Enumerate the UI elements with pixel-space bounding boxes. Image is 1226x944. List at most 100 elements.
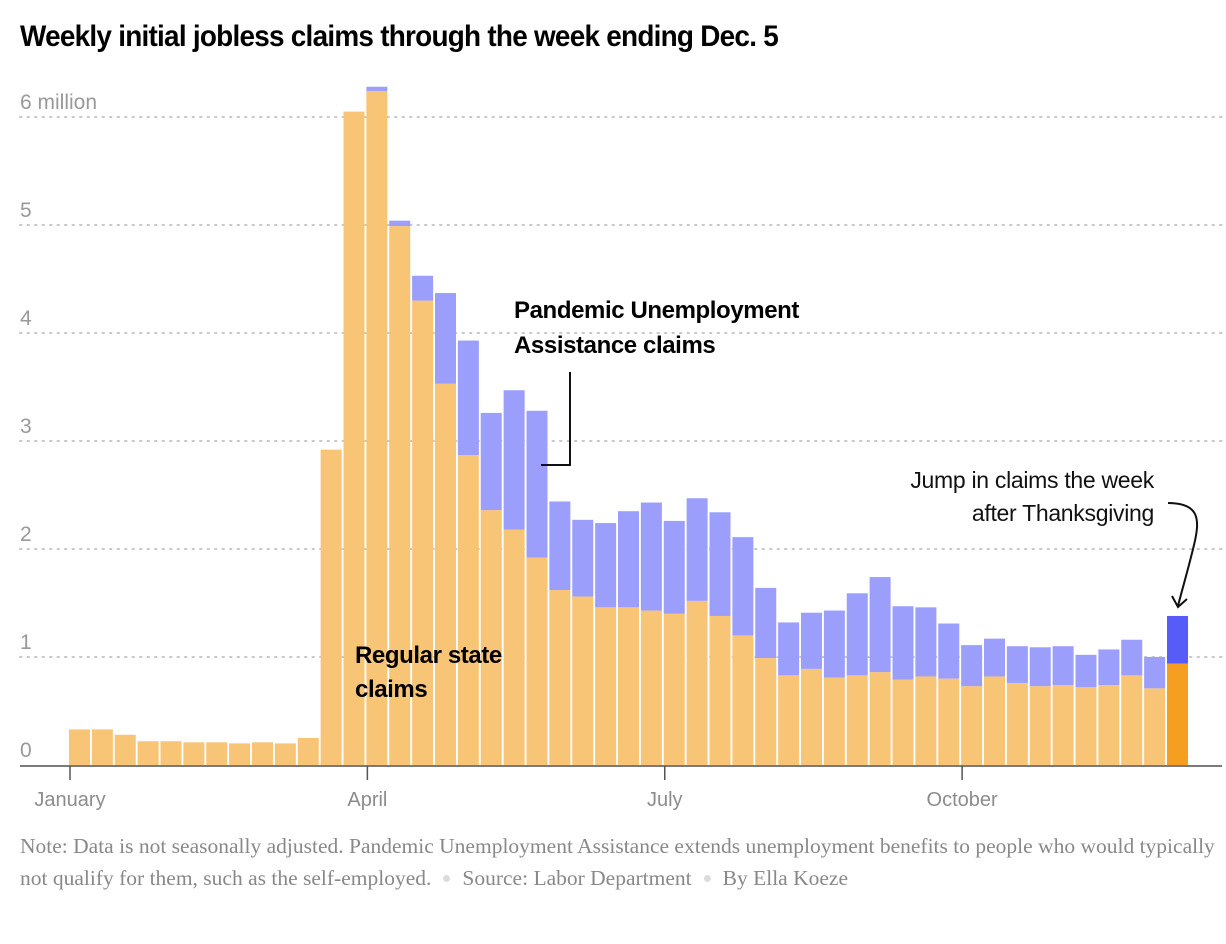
bar-pua-claims (526, 410, 548, 558)
bar-regular-claims (1052, 685, 1074, 765)
bar-regular-claims (846, 675, 868, 765)
y-tick-label: 4 (20, 307, 32, 330)
bar-pua-claims (366, 86, 388, 92)
bar-pua-claims (1098, 649, 1120, 686)
bar-regular-claims (1098, 685, 1120, 765)
bar-regular-claims (137, 741, 159, 765)
bar-group (343, 111, 365, 766)
y-tick-label: 6 million (20, 91, 97, 114)
bar-group (572, 519, 594, 765)
bar-group (91, 729, 113, 765)
bar-regular-claims (297, 738, 319, 765)
bar-group (915, 607, 937, 765)
bar-pua-claims (801, 612, 822, 669)
bar-group (69, 729, 90, 765)
bar-regular-claims (869, 672, 891, 765)
bar-regular-claims (618, 607, 639, 765)
bar-group (778, 622, 800, 765)
bar-pua-claims (755, 587, 777, 659)
separator-dot (443, 875, 451, 883)
y-tick-label: 0 (20, 739, 32, 762)
bar-group (961, 645, 983, 765)
bar-pua-claims (846, 593, 868, 676)
y-tick-label: 2 (20, 523, 32, 546)
bar-regular-claims (938, 678, 960, 765)
bar-regular-claims (183, 742, 205, 765)
bar-group (457, 340, 479, 765)
annotation-regular-line2: claims (355, 676, 427, 703)
bar-group (892, 606, 914, 765)
bar-pua-claims (572, 519, 594, 597)
bar-regular-claims (160, 741, 182, 765)
bar-pua-claims (961, 645, 983, 687)
bar-regular-claims (915, 676, 937, 765)
bar-pua-claims (1029, 647, 1051, 687)
source-text: Source: Labor Department (462, 866, 692, 890)
bar-group (595, 523, 617, 765)
bar-pua-claims (1006, 646, 1028, 683)
bar-regular-claims (892, 679, 914, 765)
bar-pua-claims (1052, 646, 1074, 686)
bar-group (480, 412, 502, 765)
bar-regular-claims (984, 676, 1005, 765)
bar-group (823, 610, 845, 765)
bar-group (1121, 639, 1143, 765)
annotation-pua-leader-line (541, 372, 571, 466)
bar-regular-claims (412, 300, 434, 765)
bar-group (640, 502, 662, 765)
bar-regular-claims (389, 226, 411, 765)
bar-regular-claims (252, 742, 273, 765)
bar-pua-claims (1167, 615, 1188, 664)
bar-group (229, 743, 251, 765)
bar-regular-claims (801, 668, 822, 765)
bar-regular-claims (709, 615, 731, 765)
byline: By Ella Koeze (722, 866, 849, 890)
bar-regular-claims (366, 91, 388, 765)
bar-pua-claims (480, 412, 502, 511)
bar-regular-claims (778, 675, 800, 765)
bar-regular-claims (823, 677, 845, 765)
bar-regular-claims (69, 729, 90, 765)
annotation-pua-line1: Pandemic Unemployment (514, 297, 799, 324)
bar-regular-claims (526, 557, 548, 765)
bar-group (663, 520, 685, 765)
bar-pua-claims (389, 220, 411, 227)
bar-regular-claims (1075, 687, 1097, 765)
bar-regular-claims (320, 449, 342, 765)
bar-regular-claims (114, 734, 136, 765)
bar-pua-claims (686, 498, 708, 601)
bar-pua-claims (549, 501, 571, 591)
bar-group (412, 275, 434, 765)
y-axis-labels: 0 1 2 3 4 5 6 million (20, 91, 97, 762)
x-tick-label: January (34, 789, 105, 811)
bar-group (1098, 649, 1120, 765)
bar-group (1029, 647, 1051, 765)
bars (69, 86, 1188, 766)
bar-group (206, 742, 228, 765)
bar-group (846, 593, 868, 765)
y-tick-label: 1 (20, 631, 32, 654)
bar-group (389, 220, 411, 765)
bar-group (732, 537, 754, 765)
separator-dot (703, 875, 711, 883)
bar-regular-claims (229, 743, 251, 765)
bar-pua-claims (892, 606, 914, 680)
bar-regular-claims (595, 607, 617, 765)
bar-group (183, 742, 205, 765)
bar-pua-claims (778, 622, 800, 676)
bar-regular-claims (343, 111, 365, 766)
bar-pua-claims (709, 512, 731, 616)
bar-pua-claims (640, 502, 662, 611)
annotation-jump-arrow (1167, 502, 1199, 607)
footnote: Note: Data is not seasonally adjusted. P… (20, 830, 1215, 894)
bar-group (549, 501, 571, 765)
bar-regular-claims (91, 729, 113, 765)
bar-pua-claims (823, 610, 845, 678)
bar-pua-claims (618, 511, 639, 608)
bar-pua-claims (915, 607, 937, 677)
bar-group (137, 741, 159, 765)
bar-pua-claims (503, 390, 525, 530)
bar-group (938, 623, 960, 765)
bar-regular-claims (572, 596, 594, 765)
